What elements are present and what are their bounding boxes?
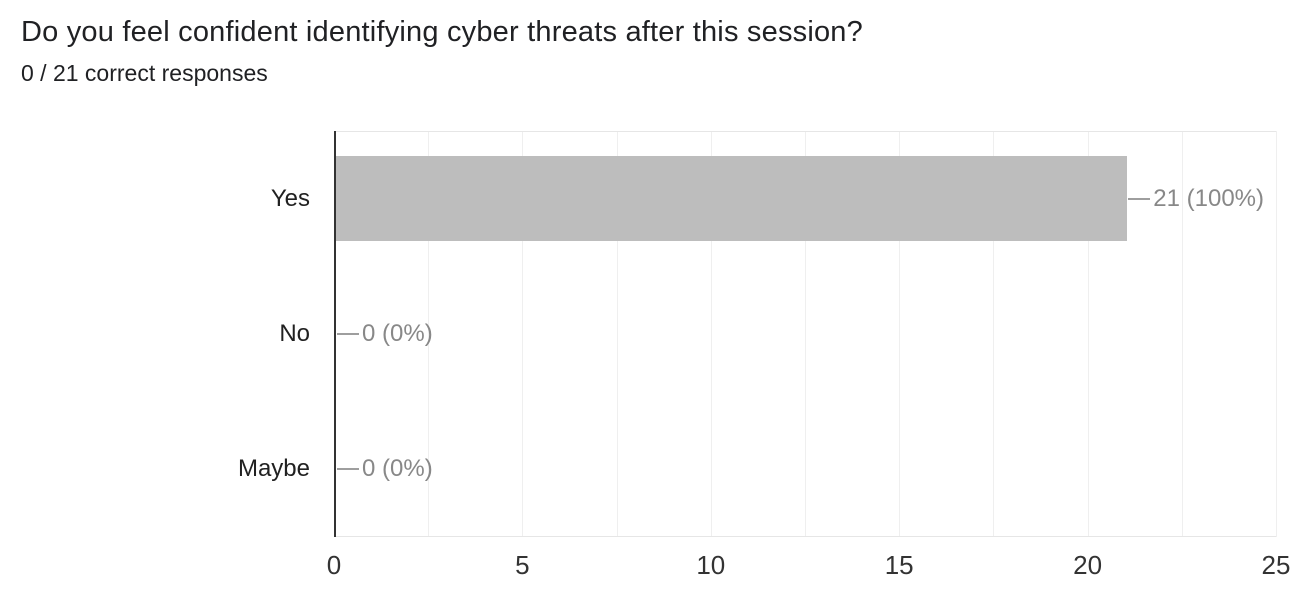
gridline (993, 131, 995, 537)
gridline (805, 131, 806, 537)
gridline (522, 131, 524, 537)
annotation-value-label: 21 (100%) (1153, 184, 1264, 212)
category-label-no: No (279, 320, 310, 347)
x-tick-label: 20 (1073, 550, 1103, 580)
gridline (1087, 131, 1089, 537)
annotation-callout-line (337, 468, 359, 471)
annotation-callout-line (337, 333, 359, 335)
annotation-callout-line (1128, 197, 1151, 200)
gridline (1276, 131, 1277, 537)
x-tick-label: 5 (515, 550, 530, 580)
bar-value-annotation: 0 (0%) (337, 454, 433, 484)
x-tick-label: 0 (326, 550, 342, 580)
gridline (899, 131, 901, 537)
gridline (1181, 131, 1183, 537)
bar-value-annotation: 0 (0%) (337, 319, 433, 349)
x-axis-baseline (334, 536, 1276, 537)
category-label-maybe: Maybe (237, 455, 310, 483)
category-label-yes: Yes (270, 184, 310, 212)
bar-yes (336, 156, 1128, 242)
annotation-value-label: 0 (0%) (362, 320, 433, 347)
y-axis-line (334, 131, 336, 537)
annotation-value-label: 0 (0%) (362, 455, 433, 483)
question-title: Do you feel confident identifying cyber … (21, 16, 863, 48)
gridline (428, 131, 430, 537)
plot-area: 21 (100%) 0 (0%) 0 (0%) (334, 131, 1277, 537)
correct-responses-subtitle: 0 / 21 correct responses (21, 60, 268, 86)
plot-top-border (334, 131, 1276, 132)
x-tick-label: 10 (696, 550, 726, 580)
gridline (616, 131, 618, 537)
gridline (710, 131, 712, 537)
x-tick-label: 15 (884, 550, 914, 580)
bar-value-annotation: 21 (100%) (1128, 184, 1264, 214)
x-tick-label: 25 (1261, 550, 1291, 580)
